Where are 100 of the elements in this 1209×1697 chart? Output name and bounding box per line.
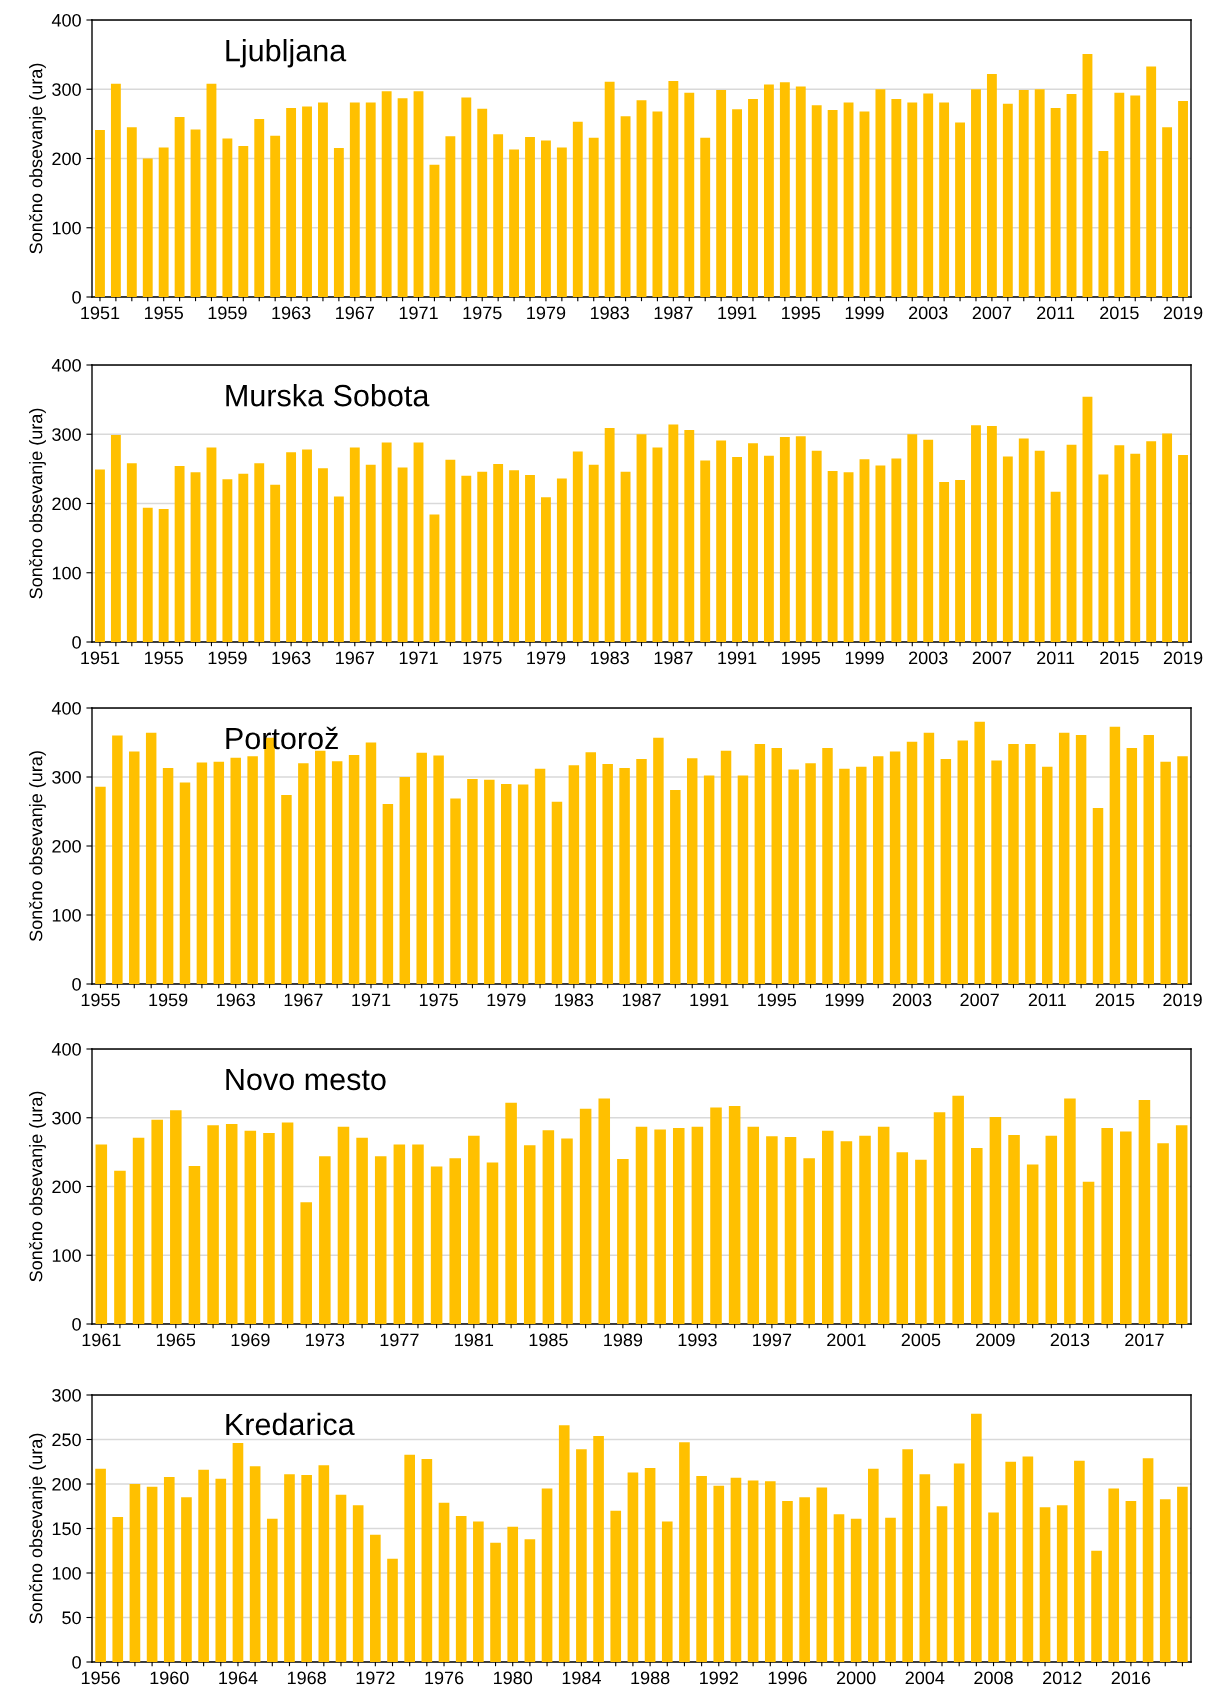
x-tick-label: 2011 <box>1037 306 1075 320</box>
bar <box>906 741 918 984</box>
bar <box>971 425 981 642</box>
x-tick-label: 1963 <box>217 993 256 1007</box>
bar <box>691 1126 704 1324</box>
bar <box>1120 1131 1132 1324</box>
bar <box>617 1159 629 1324</box>
bar <box>604 428 615 642</box>
bar <box>644 1467 656 1662</box>
x-tick-label: 1975 <box>463 306 502 320</box>
bar <box>933 1112 946 1324</box>
bar <box>627 1472 639 1662</box>
bar <box>523 1145 536 1324</box>
x-tick-label: 1991 <box>718 651 757 665</box>
bar <box>572 451 583 642</box>
y-tick-label: 0 <box>72 977 81 991</box>
bar <box>505 1102 517 1324</box>
bar <box>803 1158 815 1324</box>
bar <box>805 763 816 984</box>
bar <box>795 86 806 297</box>
bar <box>784 1137 797 1324</box>
bar <box>679 1442 690 1662</box>
y-tick-label: 200 <box>52 497 81 511</box>
x-tick-label: 1999 <box>825 993 864 1007</box>
bar <box>300 1202 312 1324</box>
bar <box>335 1494 347 1662</box>
bar <box>112 735 123 984</box>
y-axis-title: Sončno obsevanje (ura) <box>29 63 46 254</box>
bar <box>270 135 281 297</box>
x-tick-label: 1955 <box>144 651 183 665</box>
bar <box>1066 94 1077 297</box>
bar <box>856 766 867 984</box>
bar <box>126 127 137 297</box>
bar <box>397 467 408 642</box>
bar <box>352 1505 364 1662</box>
bar <box>700 460 711 642</box>
x-tick-label: 1961 <box>82 1333 121 1347</box>
bar <box>524 1539 536 1662</box>
bar <box>490 1542 501 1662</box>
bar <box>517 784 529 984</box>
bar <box>190 472 201 642</box>
bar <box>112 1516 124 1662</box>
bar <box>732 457 742 642</box>
chart-title: Novo mesto <box>226 1068 386 1091</box>
y-tick-label: 0 <box>72 635 81 649</box>
bar <box>319 1156 331 1324</box>
x-tick-label: 1956 <box>81 1671 120 1685</box>
bar <box>885 1517 896 1662</box>
x-tick-label: 2019 <box>1163 651 1203 665</box>
bar <box>232 1443 244 1662</box>
bar <box>302 449 312 642</box>
bar <box>429 164 440 297</box>
bar <box>840 1141 853 1324</box>
bar <box>1045 1135 1058 1324</box>
bar <box>468 1135 480 1324</box>
bar <box>179 782 191 984</box>
bar <box>1082 396 1093 642</box>
bar <box>349 447 360 642</box>
bar <box>387 1558 398 1662</box>
bar <box>421 1459 433 1662</box>
bar <box>541 497 551 642</box>
bar <box>568 765 580 984</box>
bar <box>1142 1458 1154 1662</box>
bar <box>551 801 563 984</box>
bar <box>654 1129 666 1324</box>
x-tick-label: 1971 <box>399 306 438 320</box>
bar <box>213 761 225 984</box>
x-tick-label: 1973 <box>306 1333 345 1347</box>
x-tick-label: 2011 <box>1037 651 1075 665</box>
bar <box>370 1534 381 1662</box>
bar <box>301 1475 312 1662</box>
bar <box>225 1123 238 1324</box>
bar <box>486 1162 499 1324</box>
bar <box>696 1475 707 1662</box>
bar <box>1008 1134 1020 1324</box>
bar <box>1034 89 1045 297</box>
bar <box>534 768 546 984</box>
y-tick-label: 300 <box>52 83 81 96</box>
bar <box>684 92 695 297</box>
x-tick-label: 1997 <box>753 1333 792 1347</box>
x-tick-label: 2000 <box>836 1671 876 1685</box>
bar <box>206 83 217 297</box>
x-tick-label: 1980 <box>494 1671 533 1685</box>
bar <box>455 1516 467 1662</box>
bar <box>728 1106 741 1324</box>
x-tick-label: 1979 <box>487 993 526 1007</box>
y-tick-label: 0 <box>72 1655 81 1669</box>
bar <box>1146 441 1157 642</box>
x-tick-label: 2009 <box>976 1333 1015 1347</box>
x-tick-label: 1971 <box>399 651 438 665</box>
bar <box>1130 453 1141 642</box>
bar <box>541 140 551 297</box>
bar <box>827 470 838 642</box>
x-tick-label: 1987 <box>654 306 693 320</box>
x-tick-label: 1999 <box>845 306 884 320</box>
bar <box>747 1480 759 1662</box>
bar <box>822 748 833 984</box>
bar <box>923 732 935 984</box>
bar <box>449 1158 461 1324</box>
x-tick-label: 1977 <box>380 1333 419 1347</box>
